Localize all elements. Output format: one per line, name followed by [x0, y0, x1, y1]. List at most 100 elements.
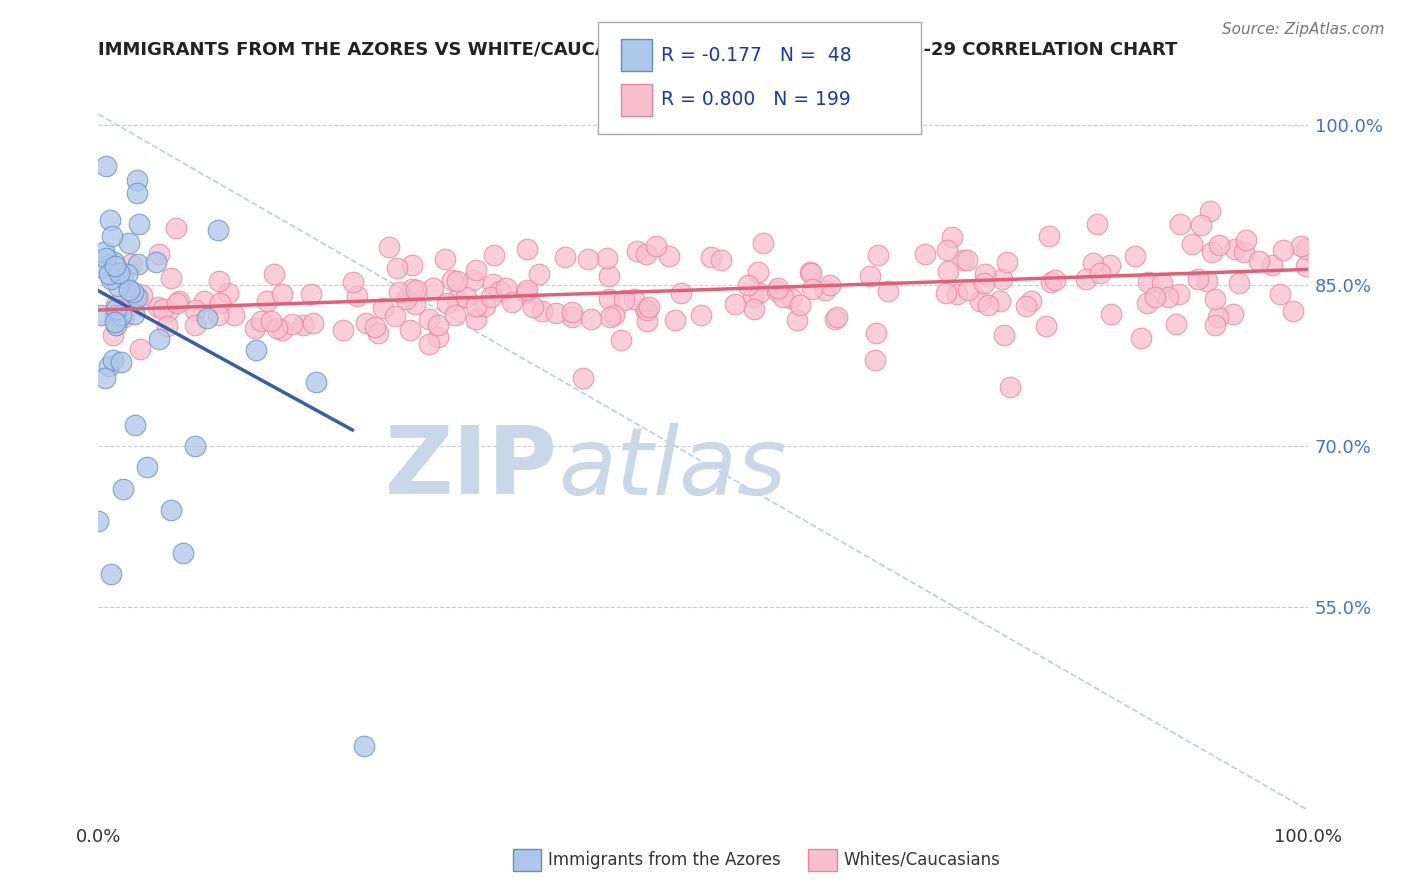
Point	[127, 257, 149, 271]
Point	[104, 302, 127, 317]
Point	[1143, 290, 1166, 304]
Point	[1204, 318, 1226, 333]
Point	[780, 292, 803, 306]
Text: Immigrants from the Azores: Immigrants from the Azores	[548, 851, 782, 869]
Point	[998, 380, 1021, 394]
Point	[645, 239, 668, 253]
Point	[156, 319, 179, 334]
Point	[446, 274, 468, 288]
Point	[1156, 290, 1178, 304]
Point	[1099, 258, 1122, 272]
Point	[516, 242, 538, 256]
Point	[936, 263, 959, 277]
Point	[159, 271, 181, 285]
Point	[418, 337, 440, 351]
Point	[87, 514, 110, 528]
Point	[1085, 217, 1108, 231]
Point	[101, 328, 124, 343]
Point	[125, 290, 148, 304]
Point	[576, 252, 599, 266]
Point	[866, 248, 889, 262]
Point	[634, 301, 657, 316]
Point	[977, 298, 1000, 312]
Point	[863, 353, 886, 368]
Point	[263, 268, 285, 282]
Point	[623, 293, 645, 307]
Point	[135, 460, 157, 475]
Point	[814, 283, 837, 297]
Text: ZIP: ZIP	[385, 423, 558, 515]
Point	[1090, 266, 1112, 280]
Point	[1136, 296, 1159, 310]
Point	[1150, 276, 1173, 290]
Point	[97, 267, 120, 281]
Point	[482, 248, 505, 262]
Point	[103, 255, 125, 269]
Point	[121, 291, 143, 305]
Point	[741, 290, 763, 304]
Point	[516, 283, 538, 297]
Point	[148, 247, 170, 261]
Point	[302, 316, 325, 330]
Point	[404, 297, 426, 311]
Point	[104, 308, 127, 322]
Point	[626, 244, 648, 259]
Point	[723, 296, 745, 310]
Point	[399, 323, 422, 337]
Point	[945, 286, 967, 301]
Point	[441, 273, 464, 287]
Point	[97, 359, 120, 373]
Point	[1123, 249, 1146, 263]
Point	[104, 315, 127, 329]
Point	[1289, 239, 1312, 253]
Point	[801, 282, 824, 296]
Point	[956, 252, 979, 267]
Point	[1181, 237, 1204, 252]
Point	[434, 252, 457, 267]
Text: atlas: atlas	[558, 423, 786, 514]
Point	[1019, 293, 1042, 308]
Point	[1136, 275, 1159, 289]
Point	[90, 308, 112, 322]
Point	[250, 314, 273, 328]
Point	[104, 260, 127, 274]
Point	[224, 308, 246, 322]
Point	[108, 266, 131, 280]
Point	[747, 265, 769, 279]
Point	[772, 290, 794, 304]
Point	[690, 309, 713, 323]
Point	[353, 739, 375, 753]
Point	[579, 311, 602, 326]
Point	[522, 300, 544, 314]
Point	[120, 257, 142, 271]
Point	[184, 439, 207, 453]
Point	[332, 323, 354, 337]
Point	[479, 290, 502, 304]
Point	[127, 173, 149, 187]
Point	[208, 274, 231, 288]
Point	[824, 311, 846, 326]
Point	[1040, 275, 1063, 289]
Point	[271, 322, 294, 336]
Point	[401, 259, 423, 273]
Point	[495, 281, 517, 295]
Point	[800, 266, 823, 280]
Text: R = -0.177   N =  48: R = -0.177 N = 48	[661, 45, 852, 65]
Point	[598, 268, 620, 283]
Point	[291, 318, 314, 332]
Point	[160, 503, 183, 517]
Text: Whites/Caucasians: Whites/Caucasians	[844, 851, 1001, 869]
Point	[124, 417, 146, 432]
Point	[299, 287, 322, 301]
Point	[131, 287, 153, 301]
Point	[112, 310, 135, 325]
Point	[183, 303, 205, 318]
Point	[395, 292, 418, 306]
Point	[93, 245, 115, 260]
Point	[664, 313, 686, 327]
Point	[104, 298, 127, 312]
Point	[110, 308, 132, 322]
Point	[465, 311, 488, 326]
Point	[101, 229, 124, 244]
Point	[766, 281, 789, 295]
